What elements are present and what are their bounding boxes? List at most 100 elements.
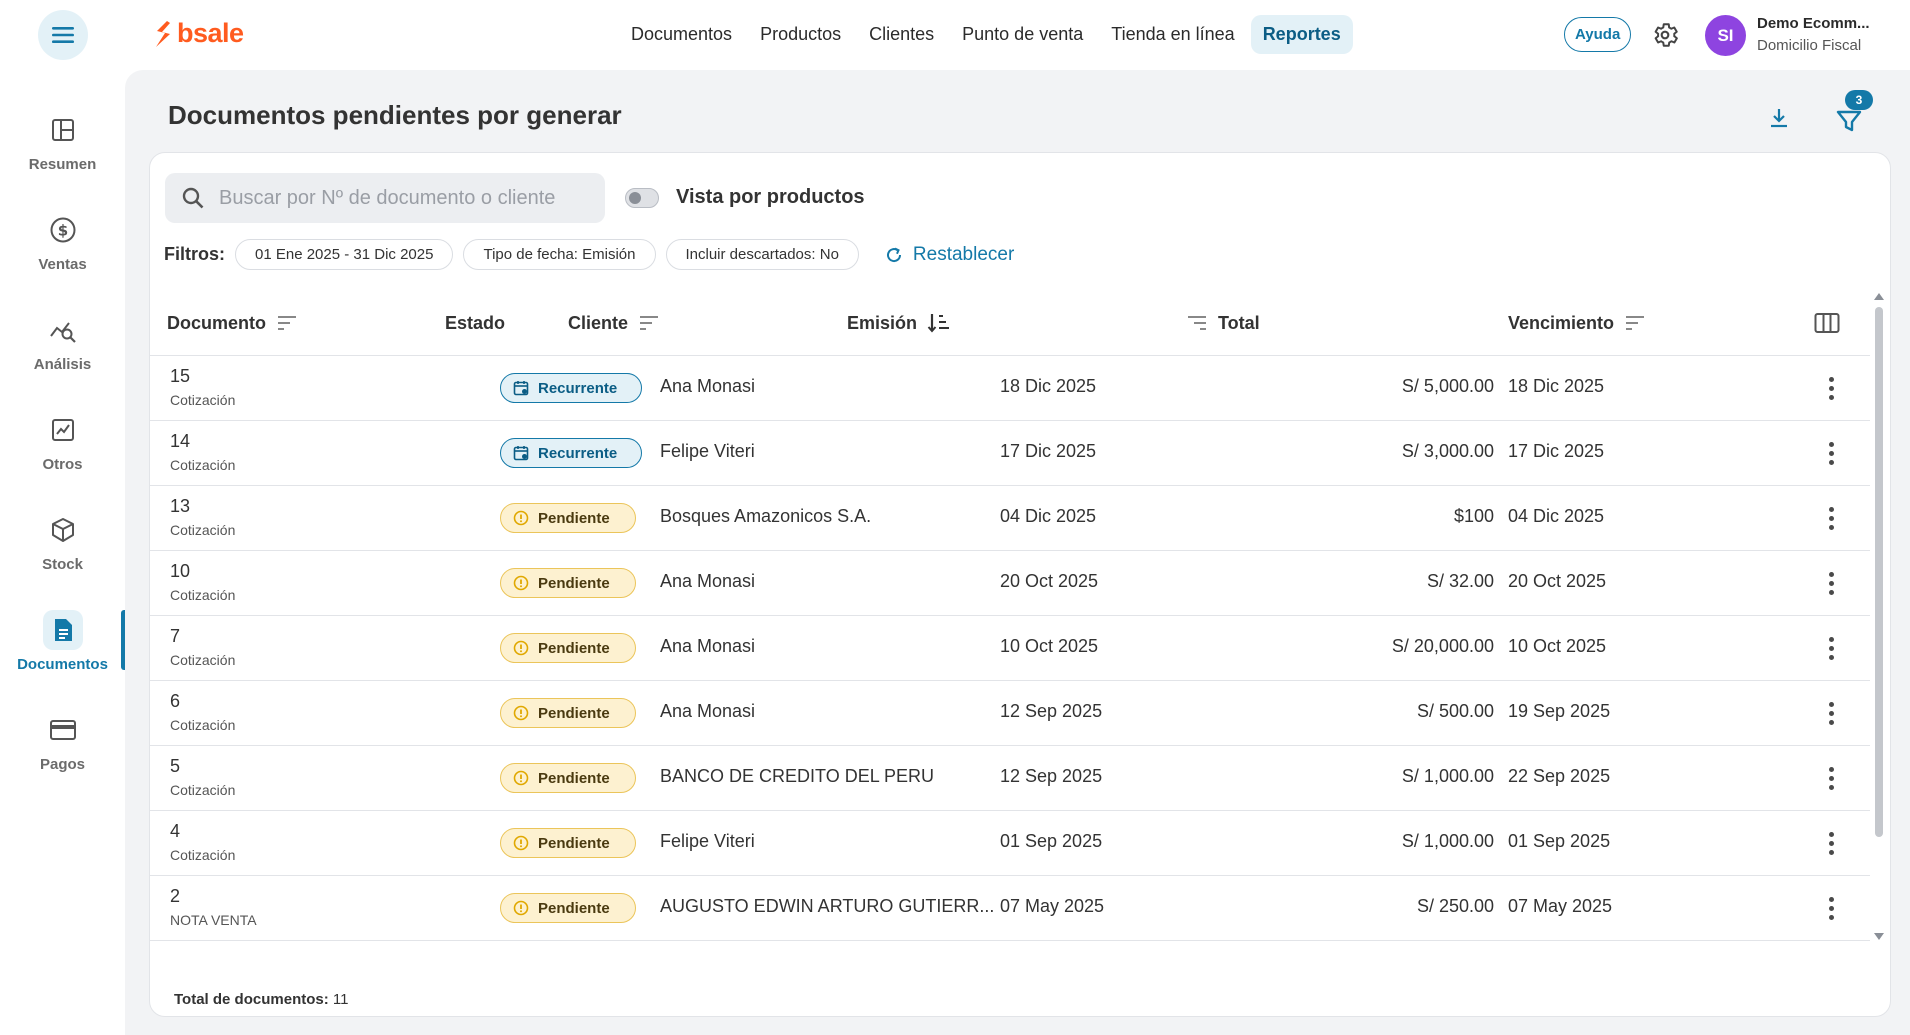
document-number[interactable]: 4 <box>170 821 181 841</box>
vista-por-productos-toggle[interactable] <box>625 188 659 208</box>
table-row[interactable]: 6 Cotización Pendiente Ana Monasi 12 Sep 202… <box>150 681 1870 746</box>
document-type: Cotización <box>170 522 236 538</box>
table-row[interactable]: 10 Cotización Pendiente Ana Monasi 20 Oct 20… <box>150 551 1870 616</box>
sidebar-item-pagos[interactable]: Pagos <box>0 710 125 800</box>
status-label: Pendiente <box>538 899 610 917</box>
column-header-vencimiento[interactable]: Vencimiento <box>1508 290 1646 356</box>
nav-item-reportes[interactable]: Reportes <box>1250 15 1353 54</box>
status-badge: Recurrente <box>500 438 642 468</box>
row-actions-button[interactable] <box>1816 632 1846 664</box>
documents-total-label: Total de documentos: <box>174 991 329 1008</box>
column-header-cliente[interactable]: Cliente <box>568 290 660 356</box>
sidebar-item-stock[interactable]: Stock <box>0 510 125 600</box>
hamburger-menu-button[interactable] <box>38 10 88 60</box>
status-label: Pendiente <box>538 639 610 657</box>
download-icon <box>1771 109 1787 128</box>
row-actions-button[interactable] <box>1816 567 1846 599</box>
user-name[interactable]: Demo Ecomm... <box>1757 15 1870 32</box>
client-name: Ana Monasi <box>660 571 756 591</box>
nav-item-punto-de-venta[interactable]: Punto de venta <box>962 24 1084 44</box>
table-row[interactable]: 7 Cotización Pendiente Ana Monasi 10 Oct 202… <box>150 616 1870 681</box>
search-input[interactable] <box>219 186 589 210</box>
column-settings-button[interactable] <box>1814 290 1840 356</box>
document-type: Cotización <box>170 847 236 863</box>
scrollbar[interactable] <box>1872 293 1886 943</box>
sidebar-item-resumen[interactable]: Resumen <box>0 110 125 200</box>
emission-date: 17 Dic 2025 <box>1000 441 1097 461</box>
status-badge: Recurrente <box>500 373 642 403</box>
row-actions-button[interactable] <box>1816 892 1846 924</box>
column-header-label: Total <box>1218 312 1260 333</box>
row-actions-button[interactable] <box>1816 437 1846 469</box>
scroll-thumb[interactable] <box>1875 307 1883 837</box>
column-header-label: Documento <box>167 312 266 333</box>
scroll-up-arrow[interactable] <box>1874 293 1884 300</box>
help-button[interactable]: Ayuda <box>1564 17 1632 52</box>
document-number[interactable]: 14 <box>170 431 191 451</box>
table-row[interactable]: 14 Cotización Recurrente Felipe Viteri 17 Di… <box>150 421 1870 486</box>
column-header-total[interactable]: Total <box>1186 290 1260 356</box>
nav-item-tienda-en-linea[interactable]: Tienda en línea <box>1111 24 1235 44</box>
emission-date: 07 May 2025 <box>1000 896 1105 916</box>
sort-icon <box>1626 316 1645 330</box>
total-amount: S/ 5,000.00 <box>1401 376 1494 396</box>
due-date: 20 Oct 2025 <box>1508 571 1607 591</box>
document-number[interactable]: 10 <box>170 561 191 581</box>
due-date: 01 Sep 2025 <box>1508 831 1611 851</box>
download-button[interactable] <box>1761 100 1797 136</box>
user-avatar[interactable]: SI <box>1705 15 1746 56</box>
gear-icon[interactable] <box>1650 20 1680 50</box>
column-header-label: Vencimiento <box>1508 312 1615 333</box>
status-label: Pendiente <box>538 769 610 787</box>
status-label: Pendiente <box>538 704 610 722</box>
table-row[interactable]: 2 NOTA VENTA Pendiente AUGUSTO EDWIN ARTURO… <box>150 876 1870 941</box>
sidebar-item-analisis[interactable]: Análisis <box>0 310 125 400</box>
nav-item-productos[interactable]: Productos <box>760 24 842 44</box>
column-header-documento[interactable]: Documento <box>167 290 298 356</box>
sidebar-item-documentos[interactable]: Documentos <box>0 610 125 700</box>
nav-item-documentos[interactable]: Documentos <box>631 24 733 44</box>
sort-icon <box>640 316 659 330</box>
filter-chip-date-type[interactable]: Tipo de fecha: Emisión <box>463 239 656 270</box>
documents-card: Vista por productos Filtros: 01 Ene 2025… <box>149 152 1891 1017</box>
document-type: Cotización <box>170 392 236 408</box>
status-label: Pendiente <box>538 574 610 592</box>
document-number[interactable]: 13 <box>170 496 191 516</box>
document-number[interactable]: 6 <box>170 691 181 711</box>
emission-date: 10 Oct 2025 <box>1000 636 1099 656</box>
row-actions-button[interactable] <box>1816 827 1846 859</box>
table-row[interactable]: 15 Cotización Recurrente Ana Monasi 18 Dic 2… <box>150 356 1870 421</box>
scroll-down-arrow[interactable] <box>1874 933 1884 940</box>
documents-total-value: 11 <box>332 991 349 1008</box>
table-row[interactable]: 13 Cotización Pendiente Bosques Amazonicos … <box>150 486 1870 551</box>
column-header-emision[interactable]: Emisión <box>847 290 951 356</box>
bsale-logo[interactable]: bsale <box>153 18 244 49</box>
row-actions-button[interactable] <box>1816 502 1846 534</box>
due-date: 07 May 2025 <box>1508 896 1613 916</box>
table-row[interactable]: 4 Cotización Pendiente Felipe Viteri 01 Sep … <box>150 811 1870 876</box>
warning-circle-icon <box>513 835 529 851</box>
sidebar-item-ventas[interactable]: $ Ventas <box>0 210 125 300</box>
filter-icon[interactable] <box>1829 100 1869 140</box>
row-actions-button[interactable] <box>1816 372 1846 404</box>
warning-circle-icon <box>513 770 529 786</box>
vista-por-productos-label: Vista por productos <box>676 186 865 208</box>
reset-filters-button[interactable]: Restablecer <box>885 244 1014 266</box>
document-number[interactable]: 7 <box>170 626 181 646</box>
search-icon <box>182 187 204 209</box>
columns-icon <box>1814 313 1840 333</box>
status-badge: Pendiente <box>500 503 636 533</box>
row-actions-button[interactable] <box>1816 762 1846 794</box>
filter-chip-date-range[interactable]: 01 Ene 2025 - 31 Dic 2025 <box>235 239 454 270</box>
document-number[interactable]: 2 <box>170 886 181 906</box>
filter-chip-discarded[interactable]: Incluir descartados: No <box>665 239 859 270</box>
nav-item-clientes[interactable]: Clientes <box>869 24 935 44</box>
search-box[interactable] <box>165 173 605 223</box>
table-row[interactable]: 5 Cotización Pendiente BANCO DE CREDITO DEL… <box>150 746 1870 811</box>
document-number[interactable]: 15 <box>170 366 191 386</box>
document-number[interactable]: 5 <box>170 756 181 776</box>
sidebar-item-otros[interactable]: Otros <box>0 410 125 500</box>
table-header: Documento Estado Cliente Emisión Total V… <box>150 290 1870 356</box>
filter-count-badge: 3 <box>1845 90 1873 110</box>
row-actions-button[interactable] <box>1816 697 1846 729</box>
